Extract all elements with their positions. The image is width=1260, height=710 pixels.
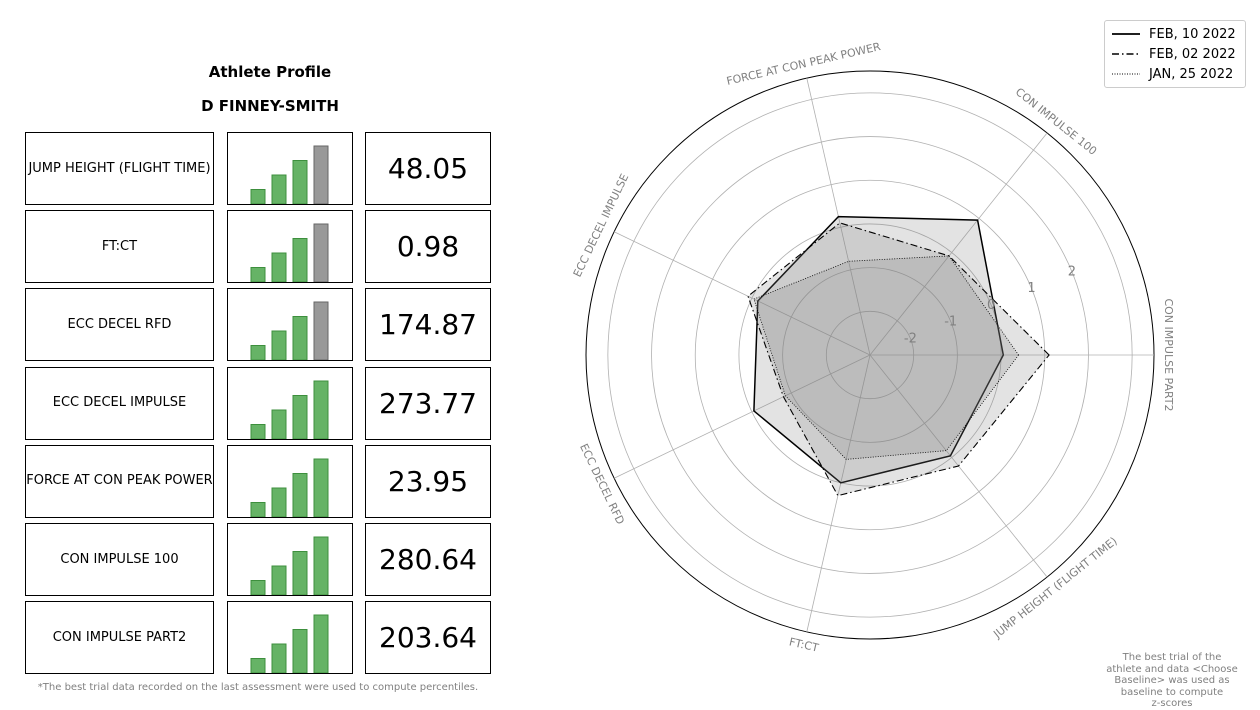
percentile-bar-chart [250,458,329,517]
percentile-bars-ecc-decel-impulse [227,366,353,440]
metric-value-ecc-decel-rfd: 174.87 [365,288,491,362]
metric-name-con-impulse-part2: CON IMPULSE PART2 [25,601,214,675]
percentile-footnote: *The best trial data recorded on the las… [37,682,479,693]
metric-value-con-impulse-part2: 203.64 [365,601,491,675]
metric-value-ft-ct: 0.98 [365,210,491,284]
legend-entry: FEB, 02 2022 [1111,45,1236,63]
percentile-bar [292,394,308,439]
profile-title: Athlete Profile [208,63,332,81]
legend-entry: FEB, 10 2022 [1111,25,1236,43]
radar-axis-label: CON IMPULSE PART2 [1162,298,1175,411]
legend-entry: JAN, 25 2022 [1111,65,1233,83]
metric-name-con-impulse-100: CON IMPULSE 100 [25,523,214,596]
metric-name-label: FORCE AT CON PEAK POWER [26,473,213,489]
radar-series-solid [753,215,1005,484]
percentile-bar-chart [250,301,329,361]
legend-line-sample [1112,53,1140,55]
percentile-bar [271,174,287,204]
radar-tick-label: 0 [987,298,995,313]
metric-value-ecc-decel-impulse: 273.77 [365,366,491,440]
percentile-bar [292,316,308,361]
metric-name-label: ECC DECEL RFD [67,316,172,332]
athlete-name: D FINNEY-SMITH [201,97,339,115]
percentile-bar [250,267,266,283]
legend-label: JAN, 25 2022 [1149,66,1234,82]
percentile-bar-chart [250,536,329,595]
percentile-bar [250,658,266,674]
legend-line-sample [1112,73,1140,75]
percentile-bar-chart [250,223,329,283]
percentile-bar [271,252,287,283]
percentile-bar [313,223,329,283]
metric-name-jump-height-flight-time: JUMP HEIGHT (FLIGHT TIME) [25,132,214,205]
percentile-bar [313,145,329,204]
legend-label: FEB, 02 2022 [1149,46,1236,62]
percentile-bar [292,472,308,517]
metric-name-label: CON IMPULSE PART2 [52,629,187,645]
radar-spoke [806,354,871,632]
radar-spoke [613,354,871,479]
percentile-bar [271,409,287,439]
metric-name-ecc-decel-impulse: ECC DECEL IMPULSE [25,366,214,440]
percentile-bar [271,643,287,674]
percentile-bars-con-impulse-part2 [227,601,353,675]
percentile-bar [292,238,308,283]
metric-name-label: FT:CT [101,238,138,254]
radar-tick-label: -1 [944,315,957,330]
baseline-note: The best trial of the athlete and data <… [1106,652,1238,709]
percentile-bars-jump-height-flight-time [227,132,353,205]
percentile-bar [313,614,329,674]
percentile-bar [250,501,266,517]
metric-name-label: CON IMPULSE 100 [60,551,179,567]
metric-name-force-at-con-peak-power: FORCE AT CON PEAK POWER [25,444,214,518]
radar-spoke [613,231,871,356]
percentile-bar [313,536,329,595]
percentile-bar [250,423,266,439]
percentile-bar [250,345,266,361]
radar-tick-label: 2 [1068,264,1076,279]
metric-name-ecc-decel-rfd: ECC DECEL RFD [25,288,214,362]
metric-value-force-at-con-peak-power: 23.95 [365,444,491,518]
radar-axis-label: FT:CT [788,635,820,654]
percentile-bars-ft-ct [227,210,353,284]
percentile-bar [313,458,329,517]
legend: FEB, 10 2022 FEB, 02 2022 JAN, 25 2022 [1104,20,1246,88]
metric-name-ft-ct: FT:CT [25,210,214,284]
percentile-bar [313,301,329,361]
percentile-bar [292,551,308,595]
percentile-bar [271,565,287,595]
radar-tick-label: 1 [1027,281,1035,296]
percentile-bar-chart [250,145,329,204]
percentile-bar-chart [250,380,329,439]
radar-series-dotted [753,255,1020,460]
radar-tick-label: -2 [904,331,917,346]
radar-spoke [869,132,1048,356]
metric-name-label: ECC DECEL IMPULSE [52,395,187,411]
percentile-bar [271,330,287,361]
legend-label: FEB, 10 2022 [1149,26,1236,42]
legend-line-sample [1112,33,1140,35]
percentile-bars-con-impulse-100 [227,523,353,596]
percentile-bar [313,380,329,439]
metric-name-label: JUMP HEIGHT (FLIGHT TIME) [28,160,211,176]
percentile-bar [250,580,266,595]
percentile-bars-ecc-decel-rfd [227,288,353,362]
percentile-bar [250,189,266,204]
metric-value-jump-height-flight-time: 48.05 [365,132,491,205]
percentile-bar-chart [250,614,329,674]
percentile-bars-force-at-con-peak-power [227,444,353,518]
percentile-bar [292,629,308,674]
percentile-bar [271,487,287,517]
percentile-bar [292,160,308,204]
metric-value-con-impulse-100: 280.64 [365,523,491,596]
